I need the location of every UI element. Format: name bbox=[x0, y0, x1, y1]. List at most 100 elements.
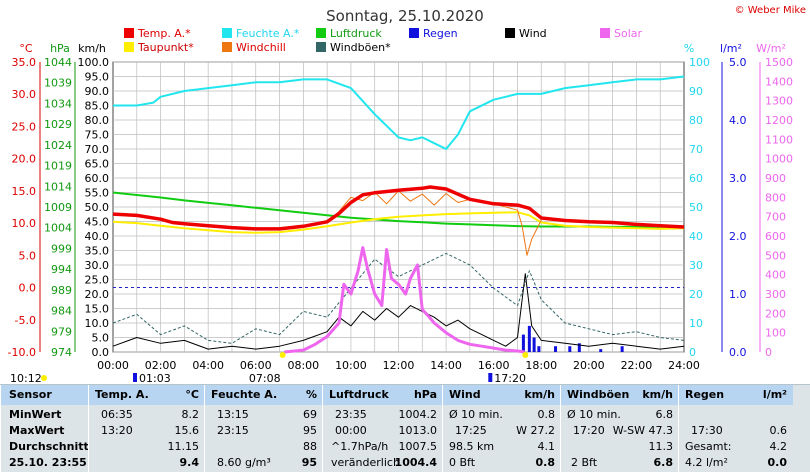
summary-table: Sensor MinWert MaxWert Durchschnitt 25.1… bbox=[0, 384, 810, 472]
humidity-tick: 10 bbox=[689, 317, 703, 330]
legend-swatch bbox=[124, 28, 134, 38]
col-windboeen: Windböen km/h Ø 10 min. 6.8 17:20 W-SW 4… bbox=[560, 385, 679, 472]
x-tick: 24:00 bbox=[668, 359, 700, 372]
solar-tick: 1100 bbox=[765, 133, 793, 146]
rain-bar bbox=[521, 334, 525, 352]
hdr-regen-unit: l/m² bbox=[762, 388, 787, 401]
wind-tick: 90.0 bbox=[85, 85, 110, 98]
humidity-tick: 80 bbox=[689, 114, 703, 127]
wind-tick: 55.0 bbox=[85, 187, 110, 200]
boeen-max: W-SW 47.3 bbox=[612, 424, 673, 437]
wind-tick: 70.0 bbox=[85, 143, 110, 156]
boeen-max-time: 17:20 bbox=[573, 424, 605, 437]
wind-tick: 65.0 bbox=[85, 158, 110, 171]
feuchte-max: 95 bbox=[303, 424, 317, 437]
chart-title: Sonntag, 25.10.2020 bbox=[326, 7, 484, 25]
wind-tick: 95.0 bbox=[85, 71, 110, 84]
moonset-label: 01:03 bbox=[139, 372, 171, 384]
solar-tick: 900 bbox=[765, 172, 786, 185]
boeen-min: 6.8 bbox=[655, 408, 674, 421]
temp-tick: 30.0 bbox=[12, 88, 37, 101]
moonrise-label: 10:12 bbox=[10, 372, 42, 384]
rain-bar bbox=[599, 349, 603, 352]
luft-avg: 1007.5 bbox=[398, 440, 438, 453]
temp-tick: 35.0 bbox=[12, 56, 37, 69]
wind-distance: 98.5 km bbox=[449, 440, 495, 453]
row-label: 25.10. 23:55 bbox=[9, 456, 87, 469]
series-layer bbox=[112, 75, 685, 354]
wind-tick: 40.0 bbox=[85, 230, 110, 243]
pressure-tick: 1029 bbox=[44, 118, 72, 131]
pressure-tick: 974 bbox=[51, 346, 72, 359]
wind-avg: 4.1 bbox=[537, 440, 556, 453]
pressure-tick: 1024 bbox=[44, 139, 72, 152]
hdr-temp-unit: °C bbox=[185, 388, 199, 401]
axis-unit-humidity: % bbox=[684, 42, 694, 55]
sunrise-label: 07:08 bbox=[249, 372, 281, 384]
solar-tick: 800 bbox=[765, 191, 786, 204]
pressure-tick: 989 bbox=[51, 284, 72, 297]
sunrise-icon bbox=[279, 352, 286, 358]
x-tick: 04:00 bbox=[192, 359, 224, 372]
rain-tick: 1.0 bbox=[729, 288, 747, 301]
regen-max: 0.6 bbox=[769, 424, 788, 437]
temp-tick: 25.0 bbox=[12, 120, 37, 133]
time-markers: 10:12 01:03 07:08 17:20 bbox=[10, 352, 529, 384]
x-tick: 08:00 bbox=[287, 359, 319, 372]
solar-tick: 500 bbox=[765, 249, 786, 262]
temp-tick: -5.0 bbox=[15, 314, 36, 327]
rain-bar bbox=[527, 325, 531, 352]
wind-tick: 85.0 bbox=[85, 100, 110, 113]
wind-tick: 0.0 bbox=[92, 346, 110, 359]
x-tick: 20:00 bbox=[573, 359, 605, 372]
rain-tick: 5.0 bbox=[729, 56, 747, 69]
solar-tick: 300 bbox=[765, 288, 786, 301]
pressure-tick: 1039 bbox=[44, 77, 72, 90]
legend-swatch bbox=[600, 28, 610, 38]
temp-avg: 11.15 bbox=[167, 440, 200, 453]
humidity-tick: 100 bbox=[689, 56, 710, 69]
wind-tick: 80.0 bbox=[85, 114, 110, 127]
solar-tick: 1000 bbox=[765, 153, 793, 166]
wind-bft: 0 Bft bbox=[449, 456, 476, 469]
temp-current: 9.4 bbox=[179, 456, 200, 469]
series-line-windben bbox=[112, 252, 685, 344]
pressure-tick: 1034 bbox=[44, 97, 72, 110]
legend-label: Temp. A.* bbox=[137, 27, 191, 40]
temp-tick: -10.0 bbox=[8, 346, 36, 359]
rain-tick: 3.0 bbox=[729, 172, 747, 185]
series-line-taupunkt bbox=[112, 211, 685, 234]
axis-unit-wind: km/h bbox=[78, 42, 106, 55]
temp-tick: 20.0 bbox=[12, 153, 37, 166]
legend: Temp. A.* Feuchte A.* Luftdruck Regen Wind So… bbox=[124, 27, 643, 54]
pressure-tick: 994 bbox=[51, 263, 72, 276]
series-line-tempa bbox=[112, 185, 685, 231]
row-label: MaxWert bbox=[9, 424, 65, 437]
series-line-solar bbox=[284, 246, 525, 354]
hdr-wind-unit: km/h bbox=[524, 388, 555, 401]
legend-swatch bbox=[222, 28, 232, 38]
wind-tick: 35.0 bbox=[85, 245, 110, 258]
feuchte-abs: 8.60 g/m³ bbox=[217, 456, 271, 469]
rain-tick: 0.0 bbox=[729, 346, 747, 359]
temp-min: 8.2 bbox=[181, 408, 200, 421]
luft-forecast: veränderlich bbox=[331, 456, 400, 469]
hdr-wind: Wind bbox=[449, 388, 481, 401]
hdr-luft: Luftdruck bbox=[329, 388, 389, 401]
feuchte-avg: 88 bbox=[303, 440, 317, 453]
wind-min: 0.8 bbox=[537, 408, 556, 421]
wind-tick: 50.0 bbox=[85, 201, 110, 214]
legend-label: Solar bbox=[614, 27, 643, 40]
wind-current: 0.8 bbox=[535, 456, 556, 469]
x-tick: 06:00 bbox=[240, 359, 272, 372]
col-feuchte: Feuchte A. % 13:15 69 23:15 95 88 8.60 g… bbox=[204, 385, 323, 472]
rain-bar bbox=[532, 337, 536, 352]
axis-unit-temp: °C bbox=[19, 42, 33, 55]
x-tick: 00:00 bbox=[97, 359, 129, 372]
legend-swatch bbox=[124, 42, 134, 52]
legend-swatch bbox=[316, 42, 326, 52]
solar-tick: 400 bbox=[765, 269, 786, 282]
wind-max-time: 17:25 bbox=[455, 424, 487, 437]
legend-label: Feuchte A.* bbox=[236, 27, 300, 40]
rain-bar bbox=[537, 346, 541, 352]
